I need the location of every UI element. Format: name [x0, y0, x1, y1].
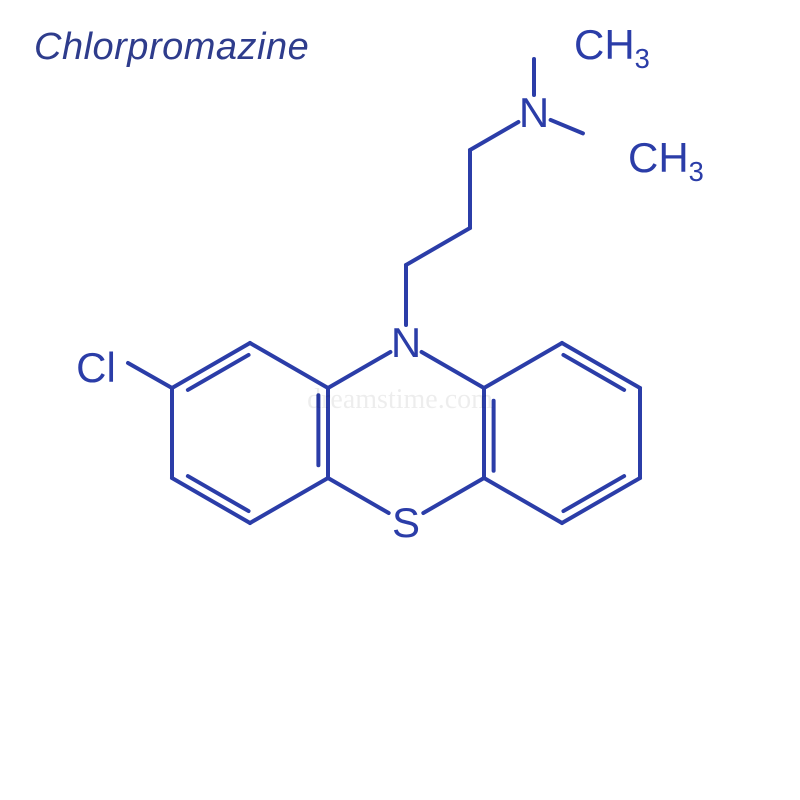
- atom-label: N: [391, 319, 421, 366]
- atom-label: CH3: [574, 21, 650, 74]
- atom-label: S: [392, 499, 420, 546]
- atom-label: Cl: [76, 344, 116, 391]
- atom-label: N: [519, 89, 549, 136]
- atom-label: CH3: [628, 134, 704, 187]
- molecule-diagram: N S N Cl CH3 CH3: [0, 0, 800, 800]
